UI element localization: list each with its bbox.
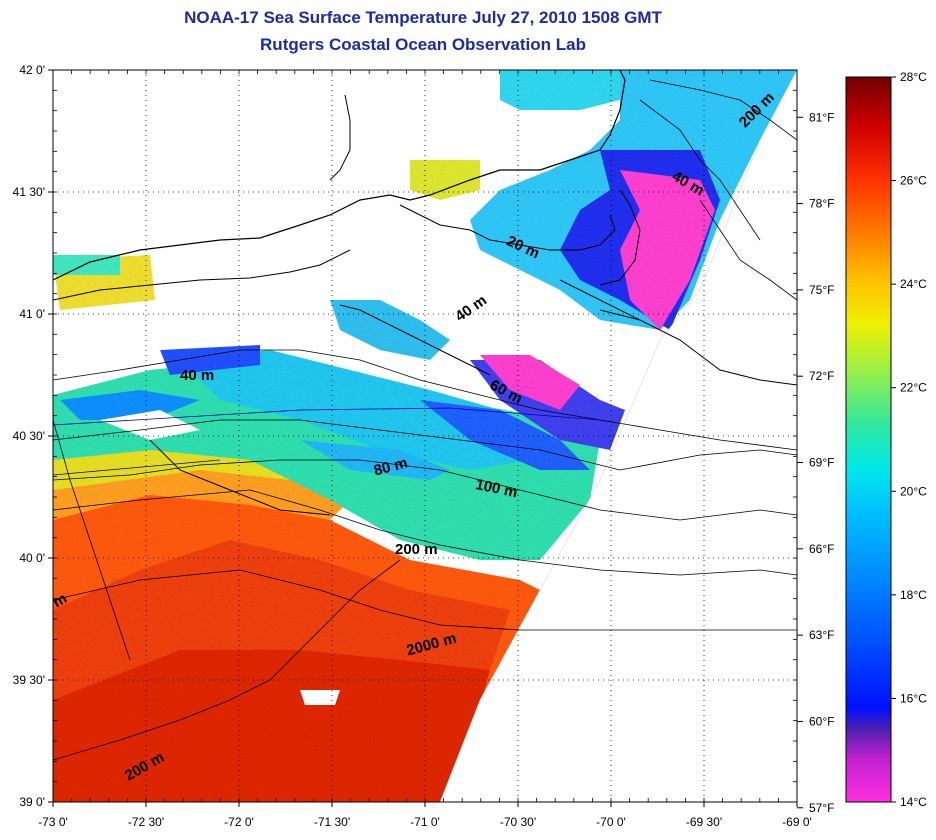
fahrenheit-tick-label: 72°F	[809, 369, 834, 383]
celsius-tick-label: 18°C	[900, 588, 927, 602]
lat-tick-label: 41 0'	[19, 307, 45, 321]
lat-tick-label: 41 30'	[13, 185, 45, 199]
coastline-layer	[53, 70, 797, 516]
colorbar-labels: 28°C 26°C 24°C 22°C 20°C 18°C 16°C 14°C	[891, 70, 927, 809]
lon-tick-label: -72 30'	[128, 815, 164, 829]
swath-edge	[439, 70, 797, 802]
lon-tick-label: -72 0'	[224, 815, 254, 829]
fahrenheit-tick-label: 81°F	[809, 110, 834, 124]
fahrenheit-tick-label: 69°F	[809, 456, 834, 470]
celsius-tick-label: 26°C	[900, 174, 927, 188]
fahrenheit-tick-label: 57°F	[809, 801, 834, 815]
celsius-tick-label: 24°C	[900, 277, 927, 291]
lon-tick-label: -71 0'	[410, 815, 440, 829]
fahrenheit-tick-label: 75°F	[809, 283, 834, 297]
lat-tick-label: 39 0'	[19, 795, 45, 809]
contour-label-200m-mid: 200 m	[395, 541, 438, 558]
celsius-tick-label: 22°C	[900, 381, 927, 395]
fahrenheit-labels: 81°F 78°F 75°F 72°F 69°F 66°F 63°F 60°F 57°F	[797, 110, 834, 815]
latitude-labels: 42 0' 41 30' 41 0' 40 30' 40 0' 39 30' 39 0'	[13, 63, 45, 809]
celsius-tick-label: 28°C	[900, 70, 927, 84]
celsius-tick-label: 16°C	[900, 691, 927, 705]
map-grid	[48, 69, 798, 807]
lon-tick-label: -69 30'	[686, 815, 722, 829]
contour-label-40m-west: 40 m	[180, 367, 214, 384]
lon-tick-label: -73 0'	[38, 815, 68, 829]
bathymetry-contours	[53, 79, 797, 761]
fahrenheit-tick-label: 63°F	[809, 628, 834, 642]
lon-tick-label: -70 0'	[596, 815, 626, 829]
colorbar	[845, 76, 892, 803]
lon-tick-label: -70 30'	[500, 815, 536, 829]
celsius-tick-label: 20°C	[900, 484, 927, 498]
lat-tick-label: 40 30'	[13, 429, 45, 443]
no-data-areas	[53, 70, 797, 802]
map-frame	[52, 69, 798, 803]
longitude-labels: -73 0' -72 30' -72 0' -71 30' -71 0' -70 30' -…	[38, 815, 812, 829]
fahrenheit-tick-label: 66°F	[809, 542, 834, 556]
lat-tick-label: 39 30'	[13, 673, 45, 687]
lon-tick-label: -71 30'	[314, 815, 350, 829]
lat-tick-label: 40 0'	[19, 551, 45, 565]
fahrenheit-tick-label: 60°F	[809, 714, 834, 728]
celsius-tick-label: 14°C	[900, 795, 927, 809]
lon-tick-label: -69 0'	[782, 815, 812, 829]
map-subtitle: Rutgers Coastal Ocean Observation Lab	[260, 35, 586, 54]
map-title: NOAA-17 Sea Surface Temperature July 27,…	[184, 8, 662, 27]
fahrenheit-tick-label: 78°F	[809, 197, 834, 211]
lat-tick-label: 42 0'	[19, 63, 45, 77]
